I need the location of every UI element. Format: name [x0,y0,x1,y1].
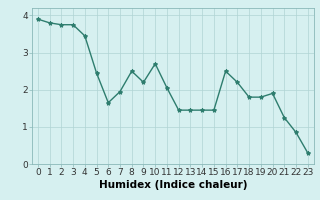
X-axis label: Humidex (Indice chaleur): Humidex (Indice chaleur) [99,180,247,190]
